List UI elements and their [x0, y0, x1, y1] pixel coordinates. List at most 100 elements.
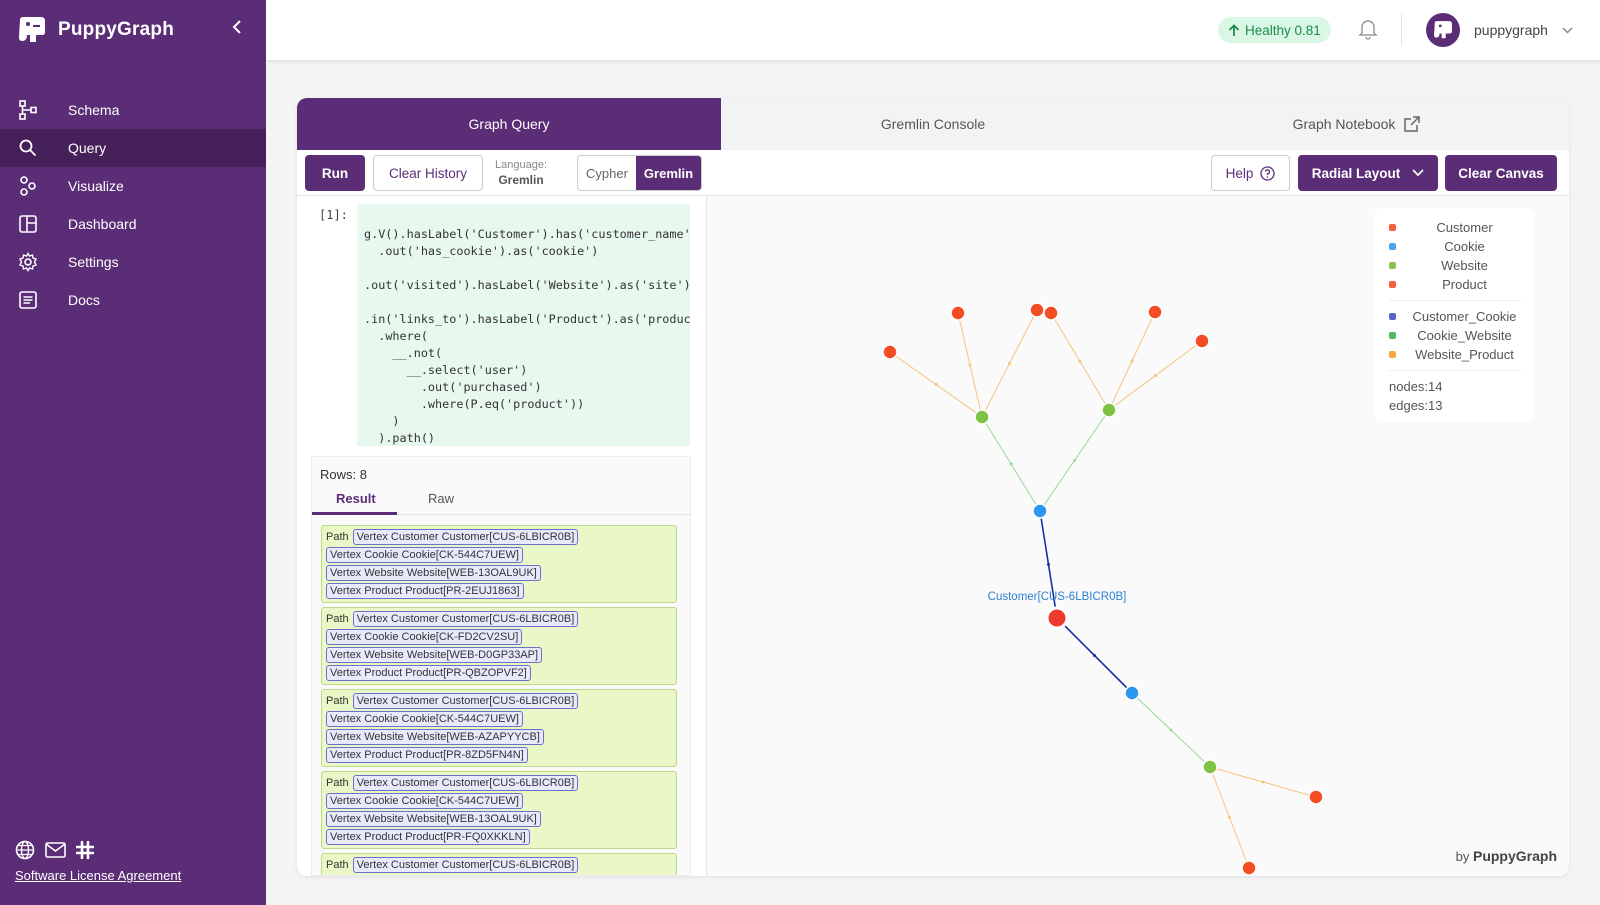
vertex-chip[interactable]: Vertex Cookie Cookie[CK-544C7UEW] [326, 711, 523, 727]
path-tag: Path [326, 613, 349, 625]
sidebar-item-query[interactable]: Query [0, 129, 266, 167]
graph-node-cookie[interactable] [1032, 503, 1048, 519]
notifications-button[interactable] [1358, 18, 1378, 45]
globe-icon[interactable] [15, 840, 35, 860]
health-badge: Healthy 0.81 [1218, 17, 1331, 43]
sidebar-item-label: Schema [68, 102, 120, 118]
vertex-chip[interactable]: Vertex Website Website[WEB-D0GP33AP] [326, 647, 543, 663]
path-result[interactable]: Path Vertex Customer Customer[CUS-6LBICR0… [321, 689, 677, 767]
brand-name: PuppyGraph [58, 19, 175, 40]
tab-graph-query[interactable]: Graph Query [297, 98, 721, 150]
tab-graph-notebook[interactable]: Graph Notebook [1145, 98, 1569, 150]
graph-node-product[interactable] [1308, 789, 1324, 805]
graph-node-product[interactable] [950, 305, 966, 321]
tab-label: Gremlin Console [880, 116, 986, 132]
path-result[interactable]: Path Vertex Customer Customer[CUS-6LBICR0… [321, 853, 677, 875]
vertex-chip[interactable]: Vertex Cookie Cookie[CK-544C7UEW] [326, 547, 523, 563]
layout-dropdown[interactable]: Radial Layout [1298, 155, 1438, 191]
vertex-chip[interactable]: Vertex Customer Customer[CUS-6LBICR0B] [352, 857, 579, 873]
collapse-sidebar-button[interactable] [232, 20, 242, 37]
top-header: Healthy 0.81 puppygraph [266, 0, 1600, 60]
query-editor[interactable]: g.V().hasLabel('Customer').has('customer… [357, 204, 690, 446]
graph-node-product[interactable] [1043, 305, 1059, 321]
tab-bar: Graph Query Gremlin Console Graph Notebo… [297, 98, 1569, 150]
graph-node-website[interactable] [1202, 759, 1218, 775]
clear-canvas-button[interactable]: Clear Canvas [1445, 155, 1557, 191]
graph-node-product[interactable] [1194, 333, 1210, 349]
edge-arrow [1073, 459, 1076, 462]
graph-node-website[interactable] [1101, 402, 1117, 418]
edge-arrow [1093, 654, 1096, 657]
tab-gremlin-console[interactable]: Gremlin Console [721, 98, 1145, 150]
legend-label: Cookie [1444, 239, 1485, 254]
legend-edge-cookie-website[interactable]: Cookie_Website [1389, 326, 1521, 345]
run-button[interactable]: Run [305, 155, 365, 191]
license-link[interactable]: Software License Agreement [15, 868, 182, 883]
legend-label: Website [1441, 258, 1488, 273]
legend-node-product[interactable]: Product [1389, 275, 1521, 294]
legend-label: Cookie_Website [1417, 328, 1512, 343]
sidebar-item-dashboard[interactable]: Dashboard [0, 205, 266, 243]
help-button[interactable]: Help [1211, 155, 1290, 191]
clear-history-button[interactable]: Clear History [373, 155, 483, 191]
vertex-chip[interactable]: Vertex Product Product[PR-8ZD5FN4N] [326, 747, 528, 763]
graph-node-customer[interactable] [1045, 606, 1069, 630]
vertex-chip[interactable]: Vertex Customer Customer[CUS-6LBICR0B] [352, 529, 579, 545]
vertex-chip[interactable]: Vertex Product Product[PR-QBZOPVF2] [326, 665, 531, 681]
language-value: Gremlin [498, 173, 544, 187]
tab-raw[interactable]: Raw [428, 491, 455, 506]
graph-node-product[interactable] [1241, 860, 1257, 876]
language-label: Language: [495, 159, 547, 171]
legend-edge-customer-cookie[interactable]: Customer_Cookie [1389, 307, 1521, 326]
sidebar-item-docs[interactable]: Docs [0, 281, 266, 319]
edges-count: edges:13 [1389, 398, 1443, 413]
help-label: Help [1225, 165, 1254, 181]
vertex-chip[interactable]: Vertex Cookie Cookie[CK-544C7UEW] [326, 793, 523, 809]
path-line: Vertex Cookie Cookie[CK-FD2CV2SU] [326, 628, 672, 646]
lang-option-cypher[interactable]: Cypher [586, 165, 628, 181]
graph-canvas[interactable]: Customer[CUS-6LBICR0B] Customer Cookie Web… [707, 196, 1569, 876]
graph-node-product[interactable] [1029, 302, 1045, 318]
vertex-chip[interactable]: Vertex Customer Customer[CUS-6LBICR0B] [352, 611, 579, 627]
graph-node-website[interactable] [974, 409, 990, 425]
sidebar-item-schema[interactable]: Schema [0, 91, 266, 129]
legend-swatch [1389, 224, 1396, 231]
vertex-chip[interactable]: Vertex Product Product[PR-2EUJ1863] [326, 583, 524, 599]
vertex-chip[interactable]: Vertex Product Product[PR-FQ0XKKLN] [326, 829, 530, 845]
sidebar-item-settings[interactable]: Settings [0, 243, 266, 281]
vertex-chip[interactable]: Vertex Cookie Cookie[CK-FD2CV2SU] [326, 629, 523, 645]
vertex-chip[interactable]: Vertex Website Website[WEB-13OAL9UK] [326, 565, 541, 581]
lang-option-gremlin[interactable]: Gremlin [635, 156, 702, 190]
vertex-chip[interactable]: Vertex Website Website[WEB-13OAL9UK] [326, 811, 541, 827]
legend-divider [1389, 300, 1521, 301]
legend-edge-website-product[interactable]: Website_Product [1389, 345, 1521, 364]
path-tag: Path [326, 531, 349, 543]
vertex-chip[interactable]: Vertex Customer Customer[CUS-6LBICR0B] [352, 775, 579, 791]
graph-node-product[interactable] [1147, 304, 1163, 320]
graph-node-cookie[interactable] [1124, 685, 1140, 701]
graph-svg[interactable]: Customer[CUS-6LBICR0B] [707, 196, 1569, 876]
mail-icon[interactable] [45, 842, 66, 858]
tab-result[interactable]: Result [336, 491, 376, 506]
path-result[interactable]: Path Vertex Customer Customer[CUS-6LBICR0… [321, 607, 677, 685]
query-pane: [1]: g.V().hasLabel('Customer').has('cus… [297, 196, 707, 876]
result-tabs: Result Raw [312, 487, 692, 515]
graph-node-product[interactable] [882, 344, 898, 360]
result-panel: Rows: 8 Result Raw Path Vertex Customer C… [311, 456, 692, 876]
path-line: Vertex Product Product[PR-8ZD5FN4N] [326, 746, 672, 764]
user-menu[interactable]: puppygraph [1426, 13, 1573, 47]
legend-node-website[interactable]: Website [1389, 256, 1521, 275]
tab-label: Graph Notebook [1292, 116, 1396, 132]
health-label: Healthy 0.81 [1245, 22, 1321, 38]
sidebar-item-label: Dashboard [68, 216, 137, 232]
legend-node-cookie[interactable]: Cookie [1389, 237, 1521, 256]
slack-icon[interactable] [76, 841, 94, 859]
path-result[interactable]: Path Vertex Customer Customer[CUS-6LBICR0… [321, 771, 677, 849]
brand[interactable]: PuppyGraph [16, 14, 174, 46]
sidebar-item-visualize[interactable]: Visualize [0, 167, 266, 205]
legend-node-customer[interactable]: Customer [1389, 218, 1521, 237]
vertex-chip[interactable]: Vertex Customer Customer[CUS-6LBICR0B] [352, 693, 579, 709]
docs-icon [19, 291, 37, 309]
path-result[interactable]: Path Vertex Customer Customer[CUS-6LBICR0… [321, 525, 677, 603]
vertex-chip[interactable]: Vertex Website Website[WEB-AZAPYYCB] [326, 729, 544, 745]
